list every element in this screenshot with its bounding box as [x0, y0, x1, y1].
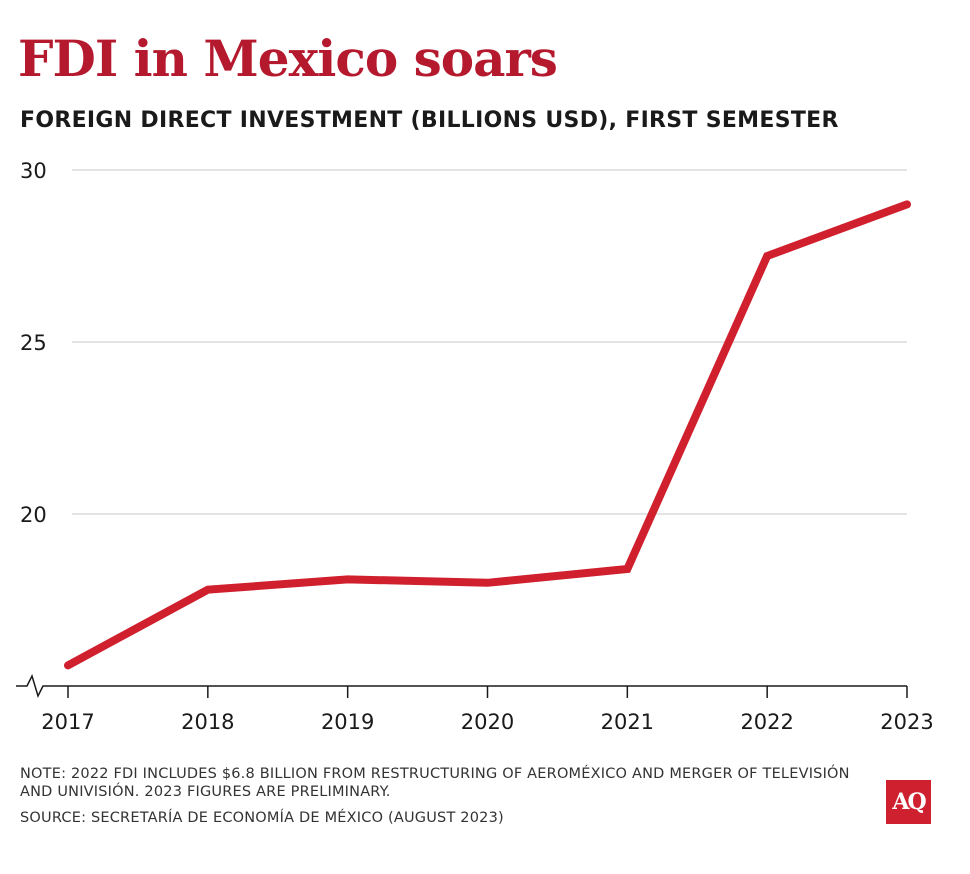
aq-logo: AQ: [886, 780, 931, 824]
data-point: [487, 582, 488, 584]
series-layer: [64, 200, 911, 670]
x-tick-label: 2019: [321, 710, 374, 734]
x-tick-label: 2021: [601, 710, 654, 734]
data-point: [906, 203, 908, 205]
x-tick-label: 2018: [181, 710, 234, 734]
series-line: [64, 200, 911, 670]
y-axis: 20 25 30: [20, 159, 47, 527]
x-tick-label: 2020: [461, 710, 514, 734]
y-tick-label: 30: [20, 159, 47, 183]
data-point: [626, 568, 628, 570]
data-point: [766, 255, 768, 257]
x-tick-label: 2023: [880, 710, 933, 734]
data-point: [67, 664, 69, 666]
axis-break-icon: [16, 673, 48, 699]
chart-source: SOURCE: SECRETARÍA DE ECONOMÍA DE MÉXICO…: [20, 810, 504, 826]
data-point: [207, 589, 209, 591]
chart-note: NOTE: 2022 FDI INCLUDES $6.8 BILLION FRO…: [20, 766, 850, 800]
chart-subtitle: FOREIGN DIRECT INVESTMENT (BILLIONS USD)…: [20, 108, 839, 133]
x-tick-label: 2022: [740, 710, 793, 734]
x-axis: 2017 2018 2019 2020 2021 2022 2023: [16, 673, 934, 734]
chart-title: FDI in Mexico soars: [18, 29, 558, 88]
y-tick-label: 20: [20, 503, 47, 527]
data-point: [347, 578, 349, 580]
gridlines: [72, 169, 907, 515]
y-tick-label: 25: [20, 331, 47, 355]
line-chart: 2017 2018 2019 2020 2021 2022 2023 20 25 30: [16, 159, 934, 734]
x-tick-label: 2017: [41, 710, 94, 734]
